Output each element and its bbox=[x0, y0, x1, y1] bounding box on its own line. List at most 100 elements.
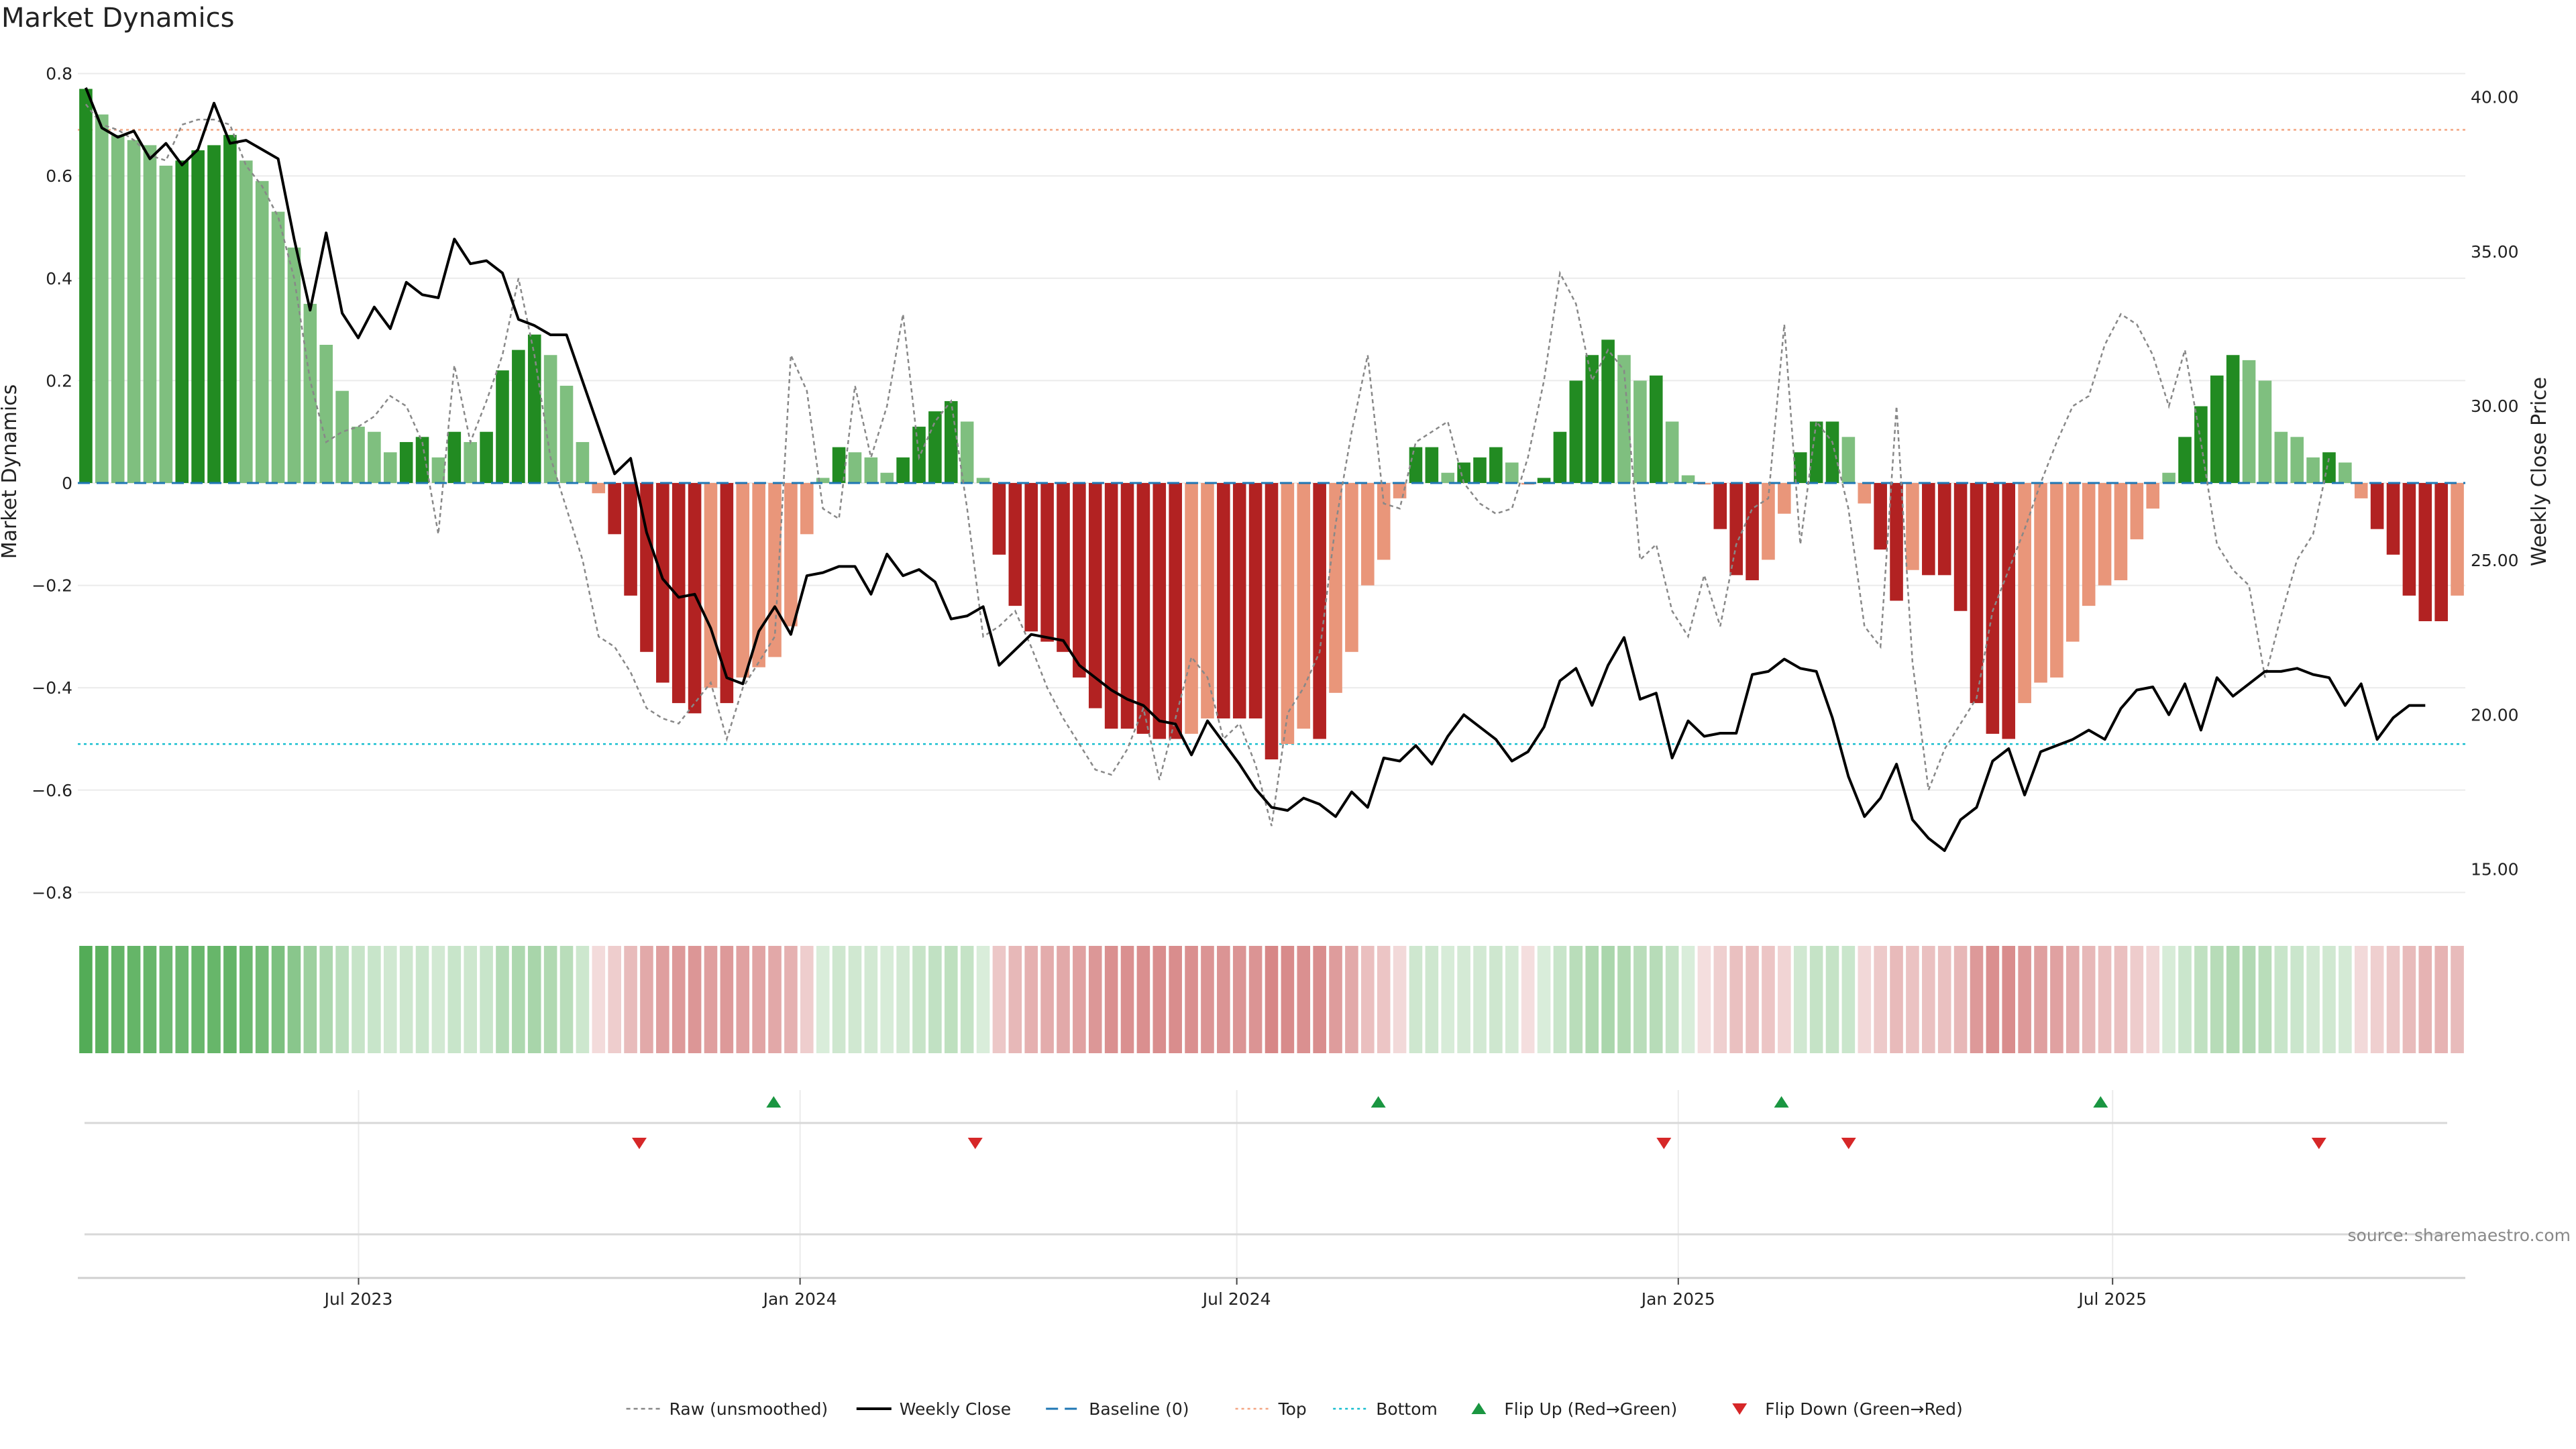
dynamics-bar bbox=[1986, 483, 2000, 734]
dynamics-bar bbox=[2002, 483, 2016, 739]
heat-cell bbox=[399, 946, 413, 1053]
heat-cell bbox=[816, 946, 830, 1053]
dynamics-bar bbox=[1537, 478, 1551, 483]
y2-tick-label: 15.00 bbox=[2471, 860, 2519, 879]
y-tick-label: 0.4 bbox=[46, 269, 72, 288]
dynamics-bar bbox=[2451, 483, 2464, 596]
y-tick-label: 0.6 bbox=[46, 166, 72, 186]
heat-cell bbox=[896, 946, 910, 1053]
dynamics-bar bbox=[1361, 483, 1375, 586]
dynamics-bar bbox=[1746, 483, 1759, 580]
dynamics-bar bbox=[2339, 462, 2352, 483]
heat-cell bbox=[1906, 946, 1919, 1053]
heat-cell bbox=[368, 946, 381, 1053]
dynamics-bar bbox=[2402, 483, 2416, 596]
dynamics-bar bbox=[1136, 483, 1150, 734]
flip-down-marker bbox=[2311, 1138, 2326, 1149]
heat-cell bbox=[1858, 946, 1872, 1053]
x-tick-label: Jan 2025 bbox=[1640, 1289, 1715, 1309]
heat-cell bbox=[1633, 946, 1647, 1053]
dynamics-bar bbox=[1793, 452, 1807, 483]
dynamics-bar bbox=[752, 483, 765, 667]
heat-cell bbox=[2018, 946, 2031, 1053]
dynamics-bar bbox=[2434, 483, 2448, 622]
dynamics-bar bbox=[159, 165, 173, 483]
dynamics-bar bbox=[704, 483, 718, 688]
heat-cell bbox=[640, 946, 653, 1053]
y-tick-label: 0.8 bbox=[46, 64, 72, 84]
y2-axis-label: Weekly Close Price bbox=[2528, 377, 2551, 566]
legend-item-close: Weekly Close bbox=[856, 1399, 1011, 1419]
dynamics-bar bbox=[848, 452, 862, 483]
dynamics-bar bbox=[239, 160, 253, 483]
heat-cell bbox=[2002, 946, 2016, 1053]
legend-item-raw: Raw (unsmoothed) bbox=[626, 1399, 828, 1419]
heat-cell bbox=[1521, 946, 1535, 1053]
heat-cell bbox=[127, 946, 141, 1053]
heat-cell bbox=[1425, 946, 1439, 1053]
heat-cell bbox=[2451, 946, 2464, 1053]
heat-cell bbox=[207, 946, 221, 1053]
dynamics-bar bbox=[736, 483, 750, 678]
heat-cell bbox=[2226, 946, 2240, 1053]
heat-cell bbox=[2146, 946, 2160, 1053]
heat-cell bbox=[848, 946, 862, 1053]
heat-cell bbox=[1185, 946, 1198, 1053]
heat-cell bbox=[1457, 946, 1470, 1053]
dynamics-bar bbox=[976, 478, 990, 483]
weekly-close-line bbox=[85, 87, 2426, 852]
heat-cell bbox=[736, 946, 750, 1053]
dynamics-bar bbox=[1265, 483, 1279, 760]
heat-cell bbox=[1505, 946, 1519, 1053]
heat-cell bbox=[1953, 946, 1968, 1053]
x-axis: Jul 2023 Jan 2024 Jul 2024 Jan 2025 Jul 2025 bbox=[78, 1277, 2465, 1309]
y-tick-label: −0.8 bbox=[32, 883, 72, 902]
dynamics-bar bbox=[1425, 447, 1439, 483]
heat-cell bbox=[2306, 946, 2320, 1053]
heat-cell bbox=[415, 946, 429, 1053]
dynamics-bar bbox=[2034, 483, 2047, 683]
heat-cell bbox=[1024, 946, 1038, 1053]
heat-cell bbox=[271, 946, 285, 1053]
heat-cell bbox=[1649, 946, 1663, 1053]
dynamics-bar bbox=[1040, 483, 1054, 642]
heat-cell bbox=[1601, 946, 1615, 1053]
dynamics-bar bbox=[1313, 483, 1326, 739]
heat-cell bbox=[1441, 946, 1455, 1053]
heat-cell bbox=[1120, 946, 1134, 1053]
heat-cell bbox=[464, 946, 477, 1053]
heat-cell bbox=[2194, 946, 2208, 1053]
heat-cell bbox=[383, 946, 397, 1053]
heat-cell bbox=[2402, 946, 2416, 1053]
dynamics-bar bbox=[1057, 483, 1070, 652]
heat-cell bbox=[608, 946, 621, 1053]
dynamics-bar bbox=[352, 427, 365, 483]
heat-cell bbox=[800, 946, 814, 1053]
dynamics-bar bbox=[1169, 483, 1182, 739]
heat-cell bbox=[1393, 946, 1407, 1053]
dynamics-bar bbox=[1585, 355, 1599, 483]
flip-up-marker bbox=[2093, 1096, 2108, 1108]
y2-tick-label: 40.00 bbox=[2471, 88, 2519, 107]
heat-cell bbox=[1136, 946, 1150, 1053]
dynamics-bar bbox=[2226, 355, 2240, 483]
heat-cell bbox=[111, 946, 125, 1053]
dynamics-bar bbox=[1858, 483, 1872, 504]
heat-cell bbox=[880, 946, 894, 1053]
heat-cell bbox=[1841, 946, 1856, 1053]
dynamics-bar bbox=[1553, 431, 1567, 483]
heat-cell bbox=[2050, 946, 2063, 1053]
heat-cell bbox=[2290, 946, 2304, 1053]
left-y-axis-ticks: 0.8 0.6 0.4 0.2 0 −0.2 −0.4 −0.6 −0.8 bbox=[32, 64, 72, 903]
y2-tick-label: 25.00 bbox=[2471, 551, 2519, 570]
heat-cell bbox=[944, 946, 958, 1053]
dynamics-bar bbox=[1489, 447, 1503, 483]
dynamics-bar bbox=[1329, 483, 1342, 693]
y-tick-label: 0.2 bbox=[46, 371, 72, 390]
dynamics-bar bbox=[271, 211, 285, 483]
dynamics-bar bbox=[1104, 483, 1118, 729]
dynamics-bar bbox=[464, 441, 477, 483]
dynamics-bar bbox=[496, 370, 509, 483]
dynamics-bar bbox=[1073, 483, 1086, 678]
heat-cell bbox=[335, 946, 349, 1053]
